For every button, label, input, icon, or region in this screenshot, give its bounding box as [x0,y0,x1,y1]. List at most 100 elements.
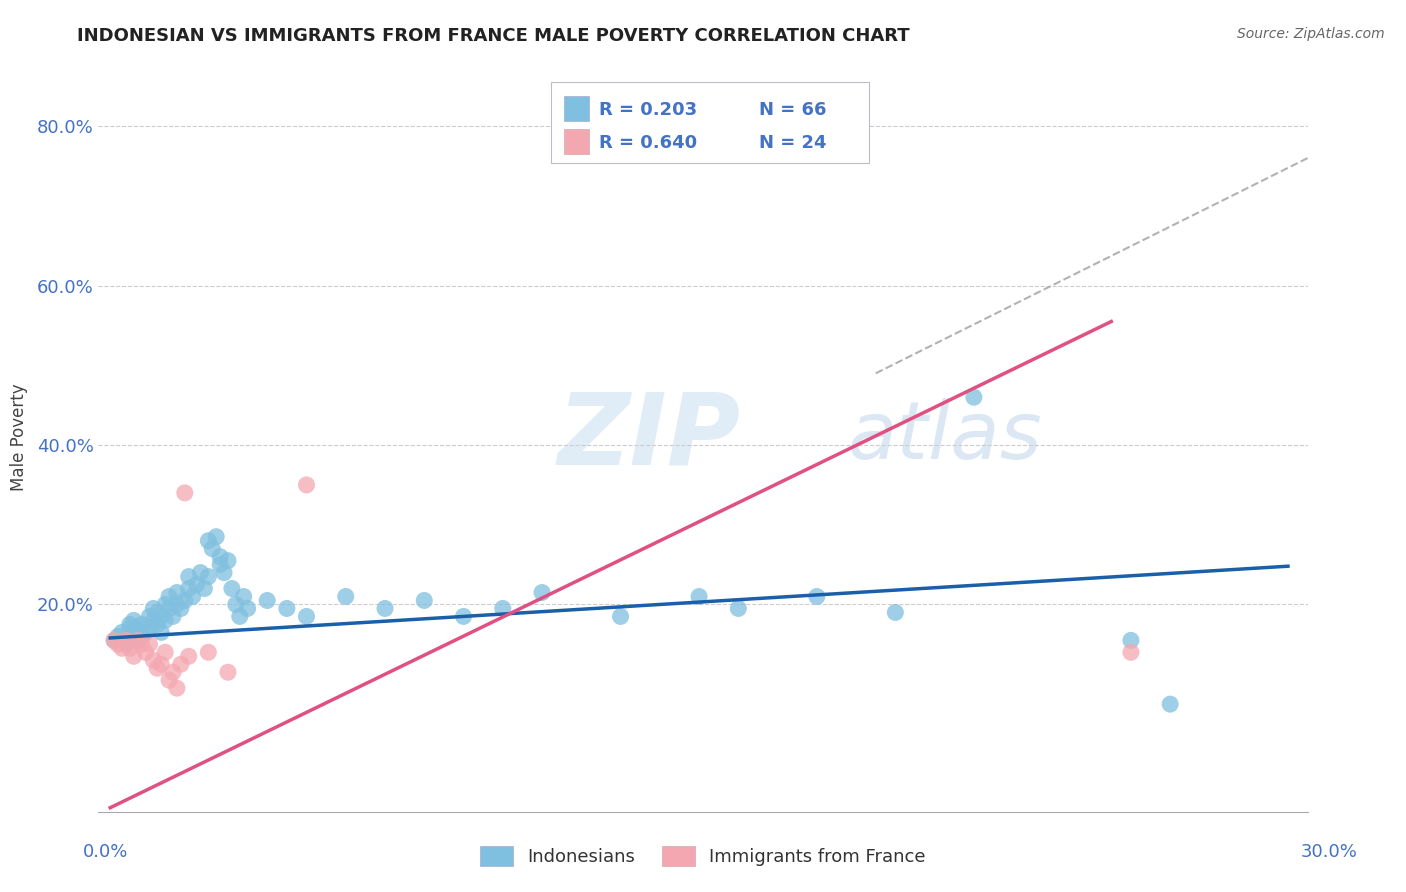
Point [135,625,157,640]
Text: R = 0.203: R = 0.203 [599,101,697,119]
Point [127,633,149,648]
Point [173,593,195,607]
Point [276,601,298,615]
Point [153,614,176,628]
Point [107,637,129,651]
Text: Source: ZipAtlas.com: Source: ZipAtlas.com [1237,27,1385,41]
Point [166,598,188,612]
Point [162,665,184,680]
Point [193,582,215,596]
Point [157,673,180,688]
Point [170,601,193,615]
Point [122,614,145,628]
Text: N = 66: N = 66 [759,101,827,119]
Point [111,641,134,656]
Point [212,566,235,580]
Point [209,549,232,564]
Point [157,601,180,615]
Point [186,577,208,591]
Point [131,617,153,632]
Text: 0.0%: 0.0% [83,843,128,861]
Point [166,681,188,695]
Point [170,657,193,672]
Point [118,617,141,632]
Point [107,629,129,643]
Point [173,486,195,500]
Point [162,609,184,624]
Point [118,641,141,656]
Point [166,585,188,599]
Text: N = 24: N = 24 [759,134,827,152]
Point [131,629,153,643]
Point [181,590,204,604]
Point [177,582,200,596]
Point [197,645,219,659]
Point [197,569,219,583]
Point [492,601,515,615]
Point [232,590,254,604]
Point [295,609,318,624]
Point [190,566,212,580]
Point [1119,645,1142,659]
Point [142,614,165,628]
Point [229,609,252,624]
Text: 30.0%: 30.0% [1301,843,1357,861]
Point [374,601,396,615]
Text: INDONESIAN VS IMMIGRANTS FROM FRANCE MALE POVERTY CORRELATION CHART: INDONESIAN VS IMMIGRANTS FROM FRANCE MAL… [77,27,910,45]
Point [127,633,149,648]
Point [146,617,169,632]
Text: R = 0.640: R = 0.640 [599,134,697,152]
Point [138,621,160,635]
Point [1159,697,1181,711]
Point [295,478,318,492]
Point [335,590,357,604]
Point [122,625,145,640]
Point [157,590,180,604]
Point [150,625,173,640]
Point [138,609,160,624]
Point [122,649,145,664]
Point [217,665,239,680]
Point [727,601,749,615]
Point [1119,633,1142,648]
Point [153,645,176,659]
Text: ZIP: ZIP [558,389,741,485]
Point [153,598,176,612]
Point [135,645,157,659]
Point [146,606,169,620]
Point [806,590,828,604]
Point [209,558,232,572]
Point [963,390,986,404]
Point [217,554,239,568]
Point [142,653,165,667]
Point [884,606,907,620]
Point [115,637,138,651]
Point [103,633,125,648]
Point [201,541,224,556]
Point [150,609,173,624]
Point [177,649,200,664]
Point [118,621,141,635]
Point [146,661,169,675]
Point [453,609,475,624]
Point [111,625,134,640]
Legend: Indonesians, Immigrants from France: Indonesians, Immigrants from France [481,846,925,866]
Point [142,601,165,615]
Point [413,593,436,607]
Point [221,582,243,596]
Point [225,598,247,612]
Point [609,609,631,624]
Point [531,585,554,599]
Point [205,530,228,544]
Text: atlas: atlas [848,398,1043,476]
Point [256,593,278,607]
Point [138,637,160,651]
Point [236,601,259,615]
Point [177,569,200,583]
Point [127,621,149,635]
Point [115,633,138,648]
Point [197,533,219,548]
Point [150,657,173,672]
Point [131,637,153,651]
Y-axis label: Male Poverty: Male Poverty [10,384,28,491]
